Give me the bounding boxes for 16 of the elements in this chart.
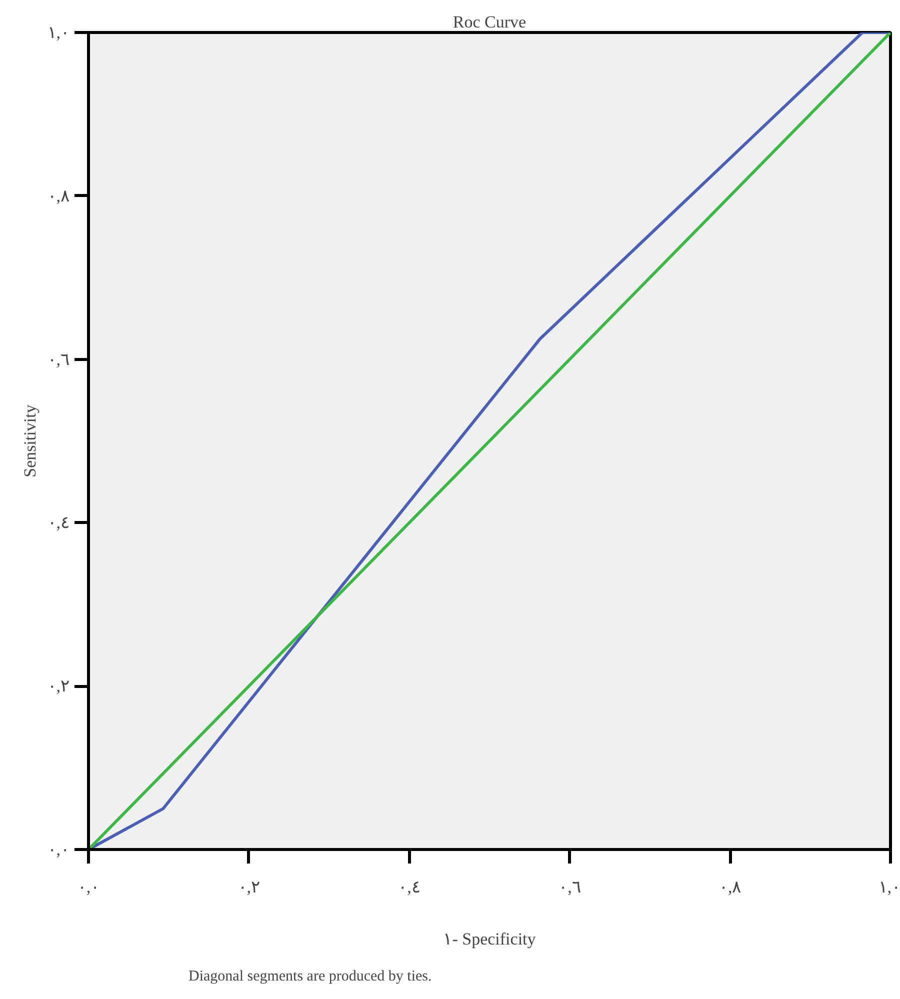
y-tick-label: ٠,٨	[47, 186, 70, 206]
y-tick-label: ١,٠	[47, 23, 70, 42]
x-tick-label: ٠,٤	[398, 878, 420, 896]
y-tick-label: ٠,٤	[47, 513, 70, 532]
x-tick-label: ٠,٨	[718, 878, 742, 896]
text: Diagonal segments are produced by ties.	[188, 968, 432, 984]
y-axis-title: Sensitivity	[20, 404, 40, 478]
x-tick-label: ٠,٢	[238, 878, 260, 896]
y-tick-label: ٠,٠	[47, 840, 70, 859]
x-tick-label: ١,٠	[878, 878, 900, 896]
x-axis-title: ١- Specificity	[443, 930, 536, 948]
chart-title: Roc Curve	[452, 12, 526, 32]
y-tick-label: ٠,٦	[47, 350, 70, 369]
y-tick-label: ٠,٢	[47, 676, 70, 696]
x-tick-label: ٠,٠	[77, 878, 100, 896]
x-tick-label: ٠,٦	[558, 878, 581, 896]
